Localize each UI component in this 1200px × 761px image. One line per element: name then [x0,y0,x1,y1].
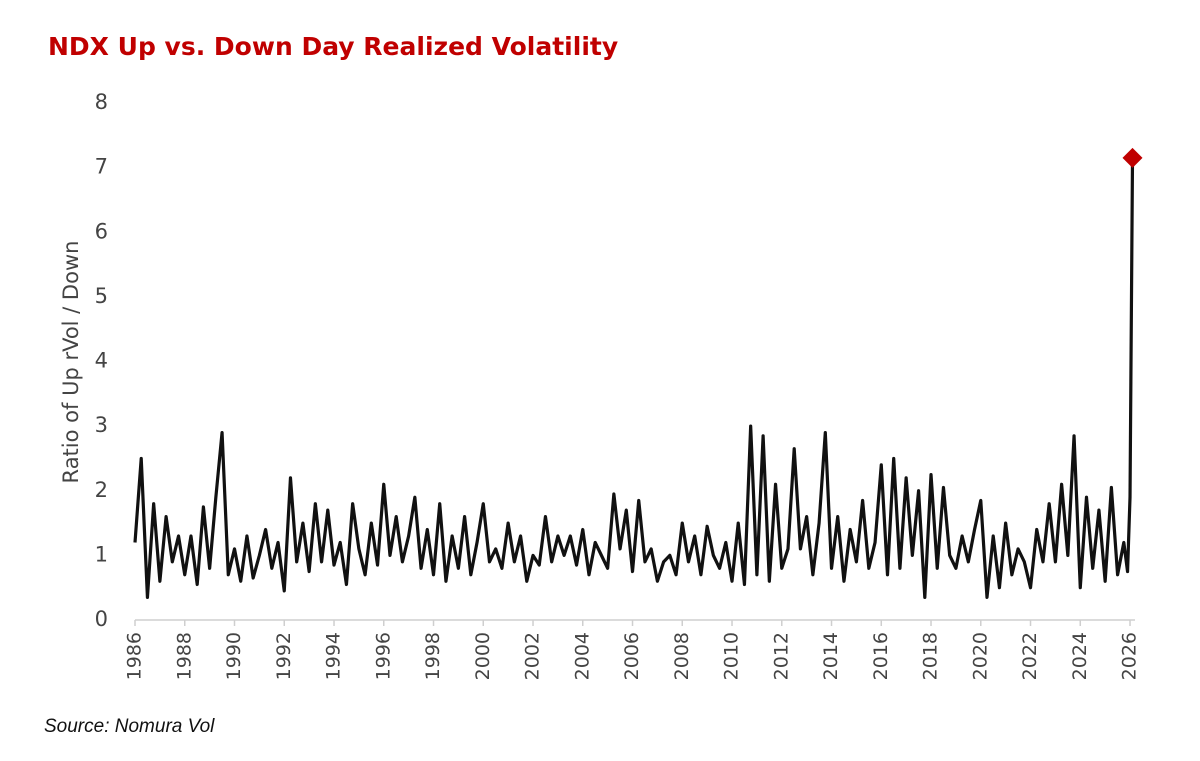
y-tick-label: 1 [95,542,108,566]
source-note: Source: Nomura Vol [44,716,215,737]
x-tick-label: 1992 [273,632,295,680]
x-tick-label: 1988 [173,632,195,680]
x-tick-label: 1990 [223,632,245,680]
x-tick-label: 2002 [522,632,544,680]
y-tick-label: 3 [95,413,108,437]
x-tick-label: 2020 [969,632,991,680]
chart-title: NDX Up vs. Down Day Realized Volatility [48,32,618,61]
x-tick-label: 2000 [472,632,494,680]
x-tick-label: 2004 [571,632,593,680]
x-tick-label: 2006 [621,632,643,680]
y-axis-label: Ratio of Up rVol / Down [59,241,83,484]
data-line [133,157,1135,599]
x-tick-label: 2022 [1019,632,1041,680]
y-tick-label: 6 [95,219,108,243]
x-tick-label: 2008 [671,632,693,680]
y-tick-label: 4 [95,349,108,373]
x-tick-label: 1986 [124,632,146,680]
x-tick-label: 2026 [1119,632,1141,680]
x-tick-label: 1998 [422,632,444,680]
x-tick-label: 2024 [1069,632,1091,680]
y-tick-label: 2 [95,478,108,502]
y-tick-label: 5 [95,284,108,308]
x-tick-label: 2014 [820,632,842,680]
y-tick-label: 8 [95,90,108,114]
x-tick-label: 2010 [721,632,743,680]
y-tick-label: 0 [95,607,108,631]
x-tick-label: 1994 [323,632,345,680]
y-tick-label: 7 [95,155,108,179]
x-tick-label: 2016 [870,632,892,680]
x-tick-label: 1996 [372,632,394,680]
x-tick-label: 2018 [920,632,942,680]
last-point-marker [1122,147,1143,168]
x-tick-label: 2012 [770,632,792,680]
